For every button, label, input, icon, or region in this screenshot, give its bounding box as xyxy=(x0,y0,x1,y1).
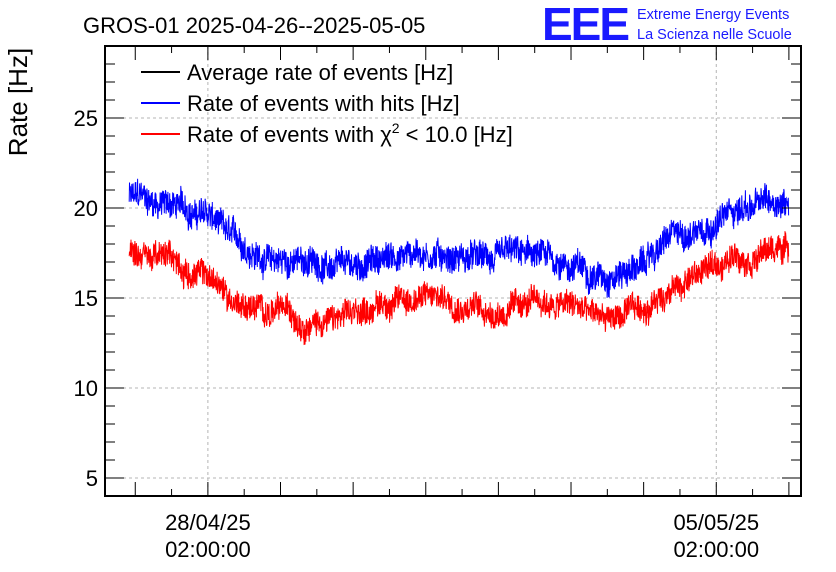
chart-title: GROS-01 2025-04-26--2025-05-05 xyxy=(83,13,425,38)
axes: 51015202528/04/2502:00:0005/05/2502:00:0… xyxy=(74,45,802,562)
x-tick-label-time: 02:00:00 xyxy=(165,537,251,562)
plot-frame xyxy=(104,45,802,497)
legend-label-hits: Rate of events with hits [Hz] xyxy=(187,91,460,116)
series-line-hits xyxy=(128,178,790,298)
y-tick-label: 15 xyxy=(74,286,98,311)
legend: Average rate of events [Hz] Rate of even… xyxy=(141,60,513,147)
legend-label-average: Average rate of events [Hz] xyxy=(187,60,453,85)
y-tick-label: 5 xyxy=(86,466,98,491)
eee-logo: EEE xyxy=(542,0,628,50)
x-tick-label-date: 05/05/25 xyxy=(673,510,759,535)
y-tick-label: 10 xyxy=(74,376,98,401)
y-tick-label: 25 xyxy=(74,106,98,131)
logo-line-2: La Scienza nelle Scuole xyxy=(637,27,792,43)
series-line-chi2 xyxy=(128,231,790,346)
x-tick-label-time: 02:00:00 xyxy=(673,537,759,562)
y-tick-label: 20 xyxy=(74,196,98,221)
legend-label-chi2: Rate of events with χ2 < 10.0 [Hz] xyxy=(187,120,513,147)
x-tick-label-date: 28/04/25 xyxy=(165,510,251,535)
series-layer xyxy=(128,178,790,346)
logo-line-1: Extreme Energy Events xyxy=(637,7,789,23)
y-axis-label: Rate [Hz] xyxy=(3,48,33,156)
